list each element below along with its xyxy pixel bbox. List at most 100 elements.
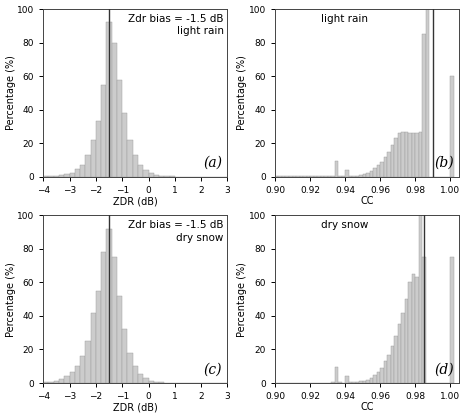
Bar <box>380 368 384 383</box>
Bar <box>122 329 127 383</box>
Y-axis label: Percentage (%): Percentage (%) <box>6 262 15 336</box>
Bar <box>275 176 278 177</box>
Bar <box>415 278 419 383</box>
Bar <box>398 324 401 383</box>
Bar <box>106 229 112 383</box>
Text: (c): (c) <box>204 362 222 376</box>
Bar <box>159 176 164 177</box>
X-axis label: CC: CC <box>361 196 374 206</box>
Bar <box>412 274 415 383</box>
Bar <box>363 174 366 177</box>
Text: Zdr bias = -1.5 dB
dry snow: Zdr bias = -1.5 dB dry snow <box>128 220 224 243</box>
Bar <box>133 366 138 383</box>
Bar <box>101 252 106 383</box>
Bar <box>64 376 70 383</box>
Bar <box>370 171 373 177</box>
X-axis label: CC: CC <box>361 403 374 413</box>
Bar <box>359 175 363 177</box>
Bar <box>419 212 422 383</box>
Bar <box>377 165 380 177</box>
Bar <box>49 382 54 383</box>
Bar <box>149 173 154 177</box>
Y-axis label: Percentage (%): Percentage (%) <box>237 262 248 336</box>
Bar <box>331 176 335 177</box>
Bar <box>422 34 426 177</box>
Bar <box>366 380 370 383</box>
Bar <box>380 162 384 177</box>
Text: dry snow: dry snow <box>321 220 368 230</box>
Bar <box>59 379 64 383</box>
X-axis label: ZDR (dB): ZDR (dB) <box>113 196 158 206</box>
Bar <box>405 132 408 177</box>
Bar <box>451 257 454 383</box>
Bar <box>117 296 122 383</box>
Bar <box>412 133 415 177</box>
Bar <box>349 382 352 383</box>
Bar <box>401 133 405 177</box>
Bar <box>149 380 154 383</box>
Bar <box>401 313 405 383</box>
X-axis label: ZDR (dB): ZDR (dB) <box>113 403 158 413</box>
Bar <box>415 133 419 177</box>
Bar <box>80 165 85 177</box>
Bar <box>85 341 91 383</box>
Bar <box>85 155 91 177</box>
Bar <box>349 176 352 177</box>
Text: (d): (d) <box>434 362 453 376</box>
Bar <box>106 23 112 177</box>
Bar <box>373 375 377 383</box>
Y-axis label: Percentage (%): Percentage (%) <box>237 56 248 130</box>
Bar <box>328 176 331 177</box>
Bar <box>75 366 80 383</box>
Bar <box>345 376 349 383</box>
Bar <box>112 257 117 383</box>
Bar <box>164 176 170 177</box>
Bar <box>154 175 159 177</box>
Bar <box>101 84 106 177</box>
Bar <box>324 176 328 177</box>
Bar <box>133 155 138 177</box>
Bar <box>387 152 391 177</box>
Bar <box>127 353 133 383</box>
Bar <box>384 361 387 383</box>
Bar <box>117 79 122 177</box>
Bar <box>49 176 54 177</box>
Bar <box>335 161 338 177</box>
Bar <box>278 176 282 177</box>
Bar <box>419 132 422 177</box>
Bar <box>159 382 164 383</box>
Bar <box>331 382 335 383</box>
Bar <box>70 372 75 383</box>
Bar <box>143 170 149 177</box>
Bar <box>138 374 143 383</box>
Bar <box>342 382 345 383</box>
Bar <box>387 354 391 383</box>
Bar <box>91 313 96 383</box>
Text: (b): (b) <box>434 156 453 170</box>
Bar <box>112 43 117 177</box>
Bar <box>377 372 380 383</box>
Bar <box>122 113 127 177</box>
Bar <box>394 336 398 383</box>
Bar <box>54 380 59 383</box>
Bar <box>363 380 366 383</box>
Text: Zdr bias = -1.5 dB
light rain: Zdr bias = -1.5 dB light rain <box>128 14 224 36</box>
Bar <box>366 173 370 177</box>
Bar <box>405 299 408 383</box>
Bar <box>356 382 359 383</box>
Bar <box>408 133 412 177</box>
Bar <box>75 169 80 177</box>
Y-axis label: Percentage (%): Percentage (%) <box>6 56 15 130</box>
Bar <box>335 367 338 383</box>
Bar <box>80 356 85 383</box>
Bar <box>384 157 387 177</box>
Bar <box>352 176 356 177</box>
Bar <box>345 170 349 177</box>
Bar <box>138 165 143 177</box>
Bar <box>398 133 401 177</box>
Bar <box>54 176 59 177</box>
Bar <box>391 346 394 383</box>
Bar <box>359 381 363 383</box>
Bar <box>127 140 133 177</box>
Bar <box>96 122 101 177</box>
